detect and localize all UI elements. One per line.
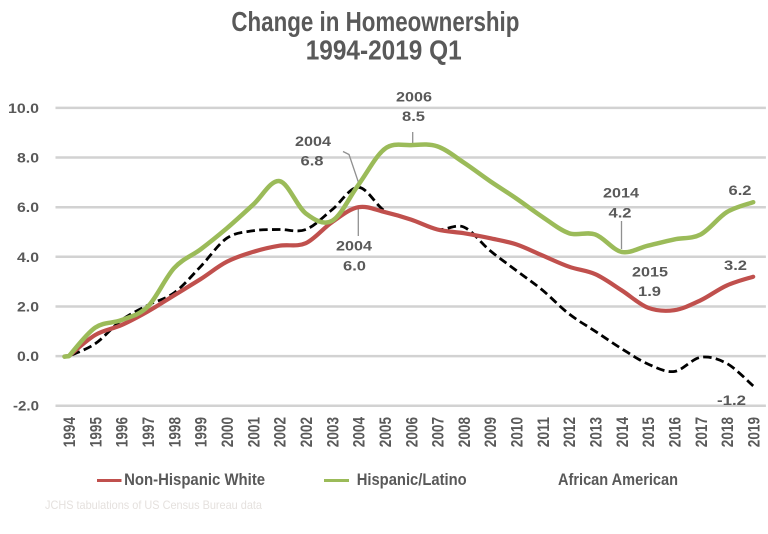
svg-text:Hispanic/Latino: Hispanic/Latino xyxy=(357,470,467,489)
svg-text:4.0: 4.0 xyxy=(17,249,39,265)
svg-text:2015: 2015 xyxy=(640,417,658,447)
svg-text:Change in Homeownership: Change in Homeownership xyxy=(231,6,519,37)
svg-text:1994-2019 Q1: 1994-2019 Q1 xyxy=(306,35,462,66)
svg-text:2017: 2017 xyxy=(693,417,711,447)
svg-text:3.2: 3.2 xyxy=(724,257,747,273)
svg-text:1995: 1995 xyxy=(87,417,105,447)
svg-text:2012: 2012 xyxy=(561,417,579,447)
svg-text:-1.2: -1.2 xyxy=(717,392,746,408)
svg-text:2006: 2006 xyxy=(403,417,421,447)
svg-text:6.0: 6.0 xyxy=(343,258,366,274)
svg-text:2008: 2008 xyxy=(456,417,474,447)
svg-text:2004: 2004 xyxy=(351,416,369,447)
svg-text:2002: 2002 xyxy=(298,417,316,447)
svg-text:10.0: 10.0 xyxy=(8,100,39,116)
svg-text:2006: 2006 xyxy=(396,89,432,105)
svg-text:2001: 2001 xyxy=(245,417,263,447)
svg-text:2004: 2004 xyxy=(295,133,331,149)
svg-text:JCHS tabulations of US Census: JCHS tabulations of US Census Bureau dat… xyxy=(45,498,262,512)
svg-text:1997: 1997 xyxy=(140,417,158,447)
svg-text:2005: 2005 xyxy=(377,417,395,447)
svg-text:6.2: 6.2 xyxy=(729,182,752,198)
svg-text:2.0: 2.0 xyxy=(17,299,39,315)
svg-text:2010: 2010 xyxy=(509,417,527,447)
svg-text:2004: 2004 xyxy=(336,238,372,254)
svg-text:0.0: 0.0 xyxy=(17,348,39,364)
svg-text:8.0: 8.0 xyxy=(17,150,39,166)
svg-text:2015: 2015 xyxy=(632,264,668,280)
svg-text:1996: 1996 xyxy=(114,417,132,447)
svg-text:2013: 2013 xyxy=(588,417,606,447)
svg-text:-2.0: -2.0 xyxy=(13,398,39,414)
svg-text:2002: 2002 xyxy=(272,417,290,447)
svg-text:2018: 2018 xyxy=(719,417,737,447)
svg-text:8.5: 8.5 xyxy=(402,108,425,124)
svg-text:1998: 1998 xyxy=(166,417,184,447)
svg-text:2016: 2016 xyxy=(667,417,685,447)
svg-text:2011: 2011 xyxy=(535,417,553,447)
svg-text:2003: 2003 xyxy=(324,417,342,447)
svg-text:1994: 1994 xyxy=(61,416,79,447)
svg-text:6.0: 6.0 xyxy=(17,199,39,215)
svg-text:Non-Hispanic White: Non-Hispanic White xyxy=(124,470,265,489)
svg-text:African American: African American xyxy=(558,470,678,489)
svg-text:2014: 2014 xyxy=(614,416,632,447)
svg-text:2019: 2019 xyxy=(745,417,763,447)
svg-text:2007: 2007 xyxy=(430,417,448,447)
svg-text:6.8: 6.8 xyxy=(301,153,324,169)
svg-text:2009: 2009 xyxy=(482,417,500,447)
svg-text:1.9: 1.9 xyxy=(638,283,661,299)
svg-text:1999: 1999 xyxy=(193,417,211,447)
svg-text:4.2: 4.2 xyxy=(609,205,632,221)
svg-text:2014: 2014 xyxy=(603,185,639,201)
svg-text:2000: 2000 xyxy=(219,417,237,447)
